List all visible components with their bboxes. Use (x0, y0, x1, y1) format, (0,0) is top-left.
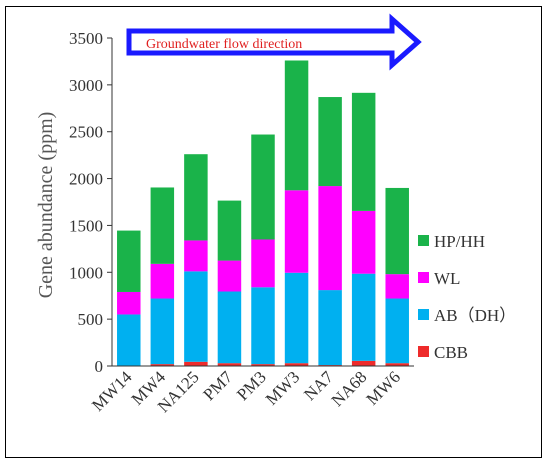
bar-segment-na68-hphh (351, 92, 376, 211)
bar-segment-mw3-hphh (284, 60, 309, 191)
bar-segment-pm7-wl (217, 260, 242, 292)
bar-segment-pm7-abdh (217, 291, 242, 364)
x-tick-label: NA68 (328, 367, 371, 410)
y-tick-label: 1500 (69, 216, 103, 235)
bar-segment-mw6-wl (385, 274, 409, 299)
bar-segment-mw4-cbb (150, 364, 175, 366)
bar-segment-mw14-abdh (117, 314, 141, 366)
bar-segment-na7-wl (318, 186, 342, 291)
bar-segment-pm3-abdh (251, 287, 275, 365)
bar-segment-mw4-hphh (150, 187, 175, 264)
legend-swatch-cbb (418, 346, 429, 357)
y-axis-title: Gene abundance (ppm) (35, 112, 57, 299)
bar-segment-mw6-cbb (385, 363, 409, 366)
bar-segment-na7-hphh (318, 97, 342, 187)
bar-segment-pm7-cbb (217, 363, 242, 366)
legend-swatch-hphh (418, 235, 429, 246)
y-tick-label: 3500 (69, 29, 103, 48)
x-tick-label: PM7 (199, 367, 236, 404)
bar-segment-na125-cbb (184, 361, 208, 366)
bar-segment-mw3-cbb (284, 363, 309, 366)
bar-segment-mw4-abdh (150, 298, 175, 365)
bar-segment-na68-cbb (351, 360, 376, 366)
y-tick-label: 2000 (69, 170, 103, 189)
bar-segment-mw14-hphh (117, 230, 141, 292)
y-tick-label: 500 (78, 310, 104, 329)
flow-direction-arrow-shape (126, 13, 422, 71)
bar-segment-mw14-wl (117, 291, 141, 315)
y-tick-label: 2500 (69, 123, 103, 142)
legend-label: HP/HH (434, 232, 485, 251)
bar-segment-pm7-hphh (217, 200, 242, 261)
bar-segment-na68-wl (351, 210, 376, 274)
bar-segment-mw6-hphh (385, 187, 409, 275)
bar-segment-na125-hphh (184, 154, 208, 241)
legend-swatch-wl (418, 272, 429, 283)
legend-label: AB（DH） (434, 306, 516, 325)
bar-segment-pm3-hphh (251, 134, 275, 240)
y-axis: 0 500 1000 1500 2000 2500 3000 3500 (69, 29, 113, 376)
flow-direction-arrow: Groundwater flow direction (126, 13, 422, 71)
legend-swatch-abdh (418, 309, 429, 320)
bar-segment-mw6-abdh (385, 298, 409, 364)
bar-segment-mw3-wl (284, 190, 309, 273)
bar-segment-na125-wl (184, 240, 208, 272)
y-tick-label: 1000 (69, 263, 103, 282)
bar-segment-na125-abdh (184, 271, 208, 362)
legend: HP/HH WL AB（DH） CBB (418, 232, 516, 362)
y-tick-label: 3000 (69, 76, 103, 95)
bar-segment-mw3-abdh (284, 272, 309, 364)
bar-segment-pm3-cbb (251, 364, 275, 366)
y-tick-label: 0 (95, 357, 104, 376)
bars (117, 60, 409, 366)
bar-segment-na68-abdh (351, 273, 376, 361)
bar-segment-mw4-wl (150, 263, 175, 299)
bar-segment-na7-abdh (318, 290, 342, 366)
x-tick-label: MW3 (262, 367, 303, 408)
bar-segment-pm3-wl (251, 239, 275, 288)
legend-label: CBB (434, 343, 468, 362)
legend-label: WL (434, 269, 460, 288)
flow-direction-label: Groundwater flow direction (146, 37, 302, 52)
x-tick-label: MW6 (363, 367, 404, 408)
